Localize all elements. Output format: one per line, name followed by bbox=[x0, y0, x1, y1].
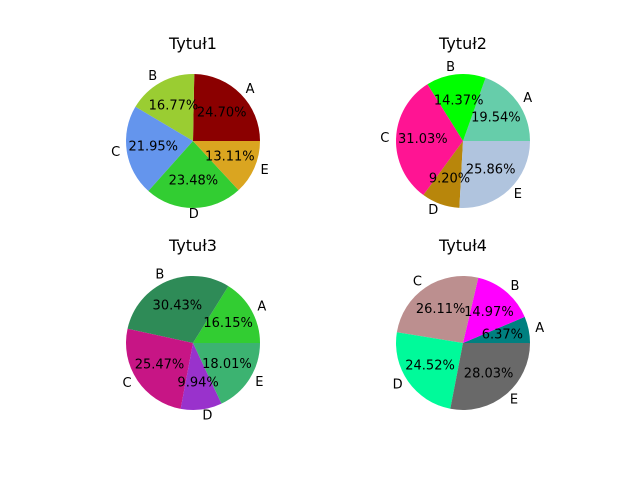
chart-2-category-label: B bbox=[446, 60, 455, 75]
chart-2-category-label: D bbox=[428, 203, 438, 218]
chart-4-category-label: B bbox=[510, 279, 519, 294]
chart-2-percent-label: 31.03% bbox=[398, 132, 448, 147]
chart-1-percent-label: 21.95% bbox=[128, 140, 178, 155]
chart-1-percent-label: 23.48% bbox=[169, 174, 219, 189]
chart-2-percent-label: 9.20% bbox=[429, 171, 470, 186]
chart-3-slice-D bbox=[180, 343, 222, 410]
chart-4-title: Tytuł4 bbox=[438, 236, 487, 255]
chart-1-percent-label: 24.70% bbox=[197, 105, 247, 120]
chart-4-percent-label: 6.37% bbox=[482, 328, 523, 343]
chart-3-category-label: D bbox=[202, 409, 212, 424]
chart-2-slice-A bbox=[463, 77, 530, 141]
chart-3-category-label: B bbox=[155, 268, 164, 283]
chart-3-category-label: A bbox=[257, 300, 266, 315]
chart-3-slice-B bbox=[127, 275, 229, 343]
chart-4-percent-label: 28.03% bbox=[464, 367, 514, 382]
chart-1-slice-E bbox=[193, 141, 260, 191]
chart-3-category-label: E bbox=[255, 375, 263, 390]
pie-chart-2: Tytuł2 A19.54% B 14.37% C 31.03% D 9.20% E 25.86… bbox=[380, 34, 532, 218]
chart-1-category-label: C bbox=[111, 145, 120, 160]
chart-3-category-label: C bbox=[122, 376, 131, 391]
chart-1-category-label: E bbox=[261, 163, 269, 178]
chart-1-slice-A bbox=[193, 74, 260, 141]
chart-3-title: Tytuł3 bbox=[168, 236, 217, 255]
chart-4-percent-label: 14.97% bbox=[464, 305, 514, 320]
chart-1-slice-B bbox=[135, 73, 195, 141]
pie-chart-3: Tytuł3 A 16.15% B 30.43% C 25.47% D 9.94% E18.01… bbox=[122, 236, 266, 424]
chart-3-percent-label: 25.47% bbox=[135, 358, 185, 373]
chart-4-slice-B bbox=[463, 277, 525, 343]
pie-chart-1: Tytuł1 A 24.70% B 16.77% C 21.95% D 23.48% E 13.1… bbox=[111, 34, 269, 222]
chart-4-category-label: E bbox=[510, 392, 518, 407]
chart-4-slice-C bbox=[396, 275, 479, 343]
chart-4-percent-label: 24.52% bbox=[405, 359, 455, 374]
pie-chart-4: Tytuł4 A 6.37% B 14.97% C 26.11% D24.52% E 28.03… bbox=[393, 236, 544, 411]
chart-4-category-label: D bbox=[393, 378, 403, 393]
chart-3-percent-label: 18.01% bbox=[202, 357, 252, 372]
chart-3-slice-E bbox=[193, 343, 260, 404]
chart-2-percent-label: 25.86% bbox=[466, 163, 516, 178]
chart-3-slice-C bbox=[125, 328, 193, 409]
chart-2-percent-label: 14.37% bbox=[434, 94, 484, 109]
chart-2-slice-C bbox=[395, 84, 463, 196]
chart-1-percent-label: 13.11% bbox=[205, 150, 255, 165]
chart-1-category-label: B bbox=[148, 69, 157, 84]
chart-4-slice-E bbox=[450, 343, 530, 411]
chart-2-category-label: E bbox=[514, 187, 522, 202]
chart-3-slice-A bbox=[193, 286, 260, 343]
chart-4-slice-D bbox=[396, 332, 463, 409]
chart-1-category-label: A bbox=[246, 82, 255, 97]
chart-1-category-label: D bbox=[189, 207, 199, 222]
chart-3-percent-label: 9.94% bbox=[177, 375, 218, 390]
chart-4-slices: A 6.37% B 14.97% C 26.11% D24.52% E 28.03% bbox=[393, 274, 544, 411]
chart-2-category-label: C bbox=[380, 131, 389, 146]
chart-1-title: Tytuł1 bbox=[168, 34, 217, 53]
chart-4-slice-A bbox=[463, 316, 530, 343]
chart-2-category-label: A bbox=[523, 91, 532, 106]
chart-4-category-label: C bbox=[413, 274, 422, 289]
chart-4-percent-label: 26.11% bbox=[416, 302, 466, 317]
chart-2-percent-label: 19.54% bbox=[471, 110, 521, 125]
chart-1-percent-label: 16.77% bbox=[149, 98, 199, 113]
chart-2-slice-B bbox=[427, 73, 486, 141]
chart-3-percent-label: 16.15% bbox=[203, 316, 253, 331]
chart-3-slices: A 16.15% B 30.43% C 25.47% D 9.94% E18.01% bbox=[122, 268, 266, 424]
chart-2-slice-D bbox=[423, 141, 463, 208]
chart-1-slice-D bbox=[148, 141, 239, 209]
chart-2-slices: A19.54% B 14.37% C 31.03% D 9.20% E 25.86% bbox=[380, 60, 532, 218]
chart-1-slice-C bbox=[125, 106, 193, 192]
chart-3-percent-label: 30.43% bbox=[153, 298, 203, 313]
chart-2-slice-E bbox=[459, 141, 530, 208]
chart-2-title: Tytuł2 bbox=[438, 34, 487, 53]
chart-4-category-label: A bbox=[535, 321, 544, 336]
chart-1-slices: A 24.70% B 16.77% C 21.95% D 23.48% E 13.11% bbox=[111, 69, 269, 222]
